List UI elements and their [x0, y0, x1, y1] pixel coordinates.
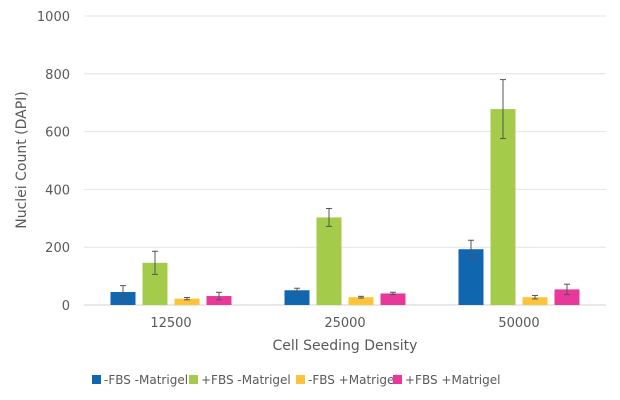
x-tick-label: 12500	[150, 316, 191, 331]
bar	[284, 290, 310, 305]
x-axis-label: Cell Seeding Density	[273, 338, 418, 354]
legend-label: -FBS -Matrigel	[104, 373, 188, 387]
bars	[110, 79, 580, 305]
y-tick-label: 1000	[37, 10, 70, 25]
bar	[554, 289, 580, 305]
bar	[174, 298, 200, 305]
bar	[348, 297, 374, 305]
bar	[380, 293, 406, 305]
gridlines	[84, 15, 606, 306]
legend-label: -FBS +Matrigel	[308, 373, 398, 387]
x-tick-label: 25000	[324, 316, 365, 331]
bar	[206, 296, 232, 305]
y-tick-label: 400	[45, 183, 70, 198]
y-tick-label: 600	[45, 126, 70, 141]
x-tick-labels: 12500 25000 50000	[150, 316, 539, 331]
y-tick-label: 0	[62, 299, 70, 314]
legend-label: +FBS +Matrigel	[405, 373, 500, 387]
legend: -FBS -Matrigel +FBS -Matrigel -FBS +Matrig…	[92, 373, 500, 387]
bar	[490, 109, 516, 305]
legend-label: +FBS -Matrigel	[201, 373, 291, 387]
y-tick-labels: 0 200 400 600 800 1000	[37, 10, 70, 314]
y-tick-label: 200	[45, 241, 70, 256]
y-axis-label: Nuclei Count (DAPI)	[14, 91, 30, 229]
y-tick-label: 800	[45, 68, 70, 83]
legend-swatch	[92, 375, 101, 384]
bar	[316, 217, 342, 305]
bar	[522, 297, 548, 305]
legend-swatch	[189, 375, 198, 384]
legend-swatch	[393, 375, 402, 384]
x-tick-label: 50000	[498, 316, 539, 331]
legend-swatch	[296, 375, 305, 384]
